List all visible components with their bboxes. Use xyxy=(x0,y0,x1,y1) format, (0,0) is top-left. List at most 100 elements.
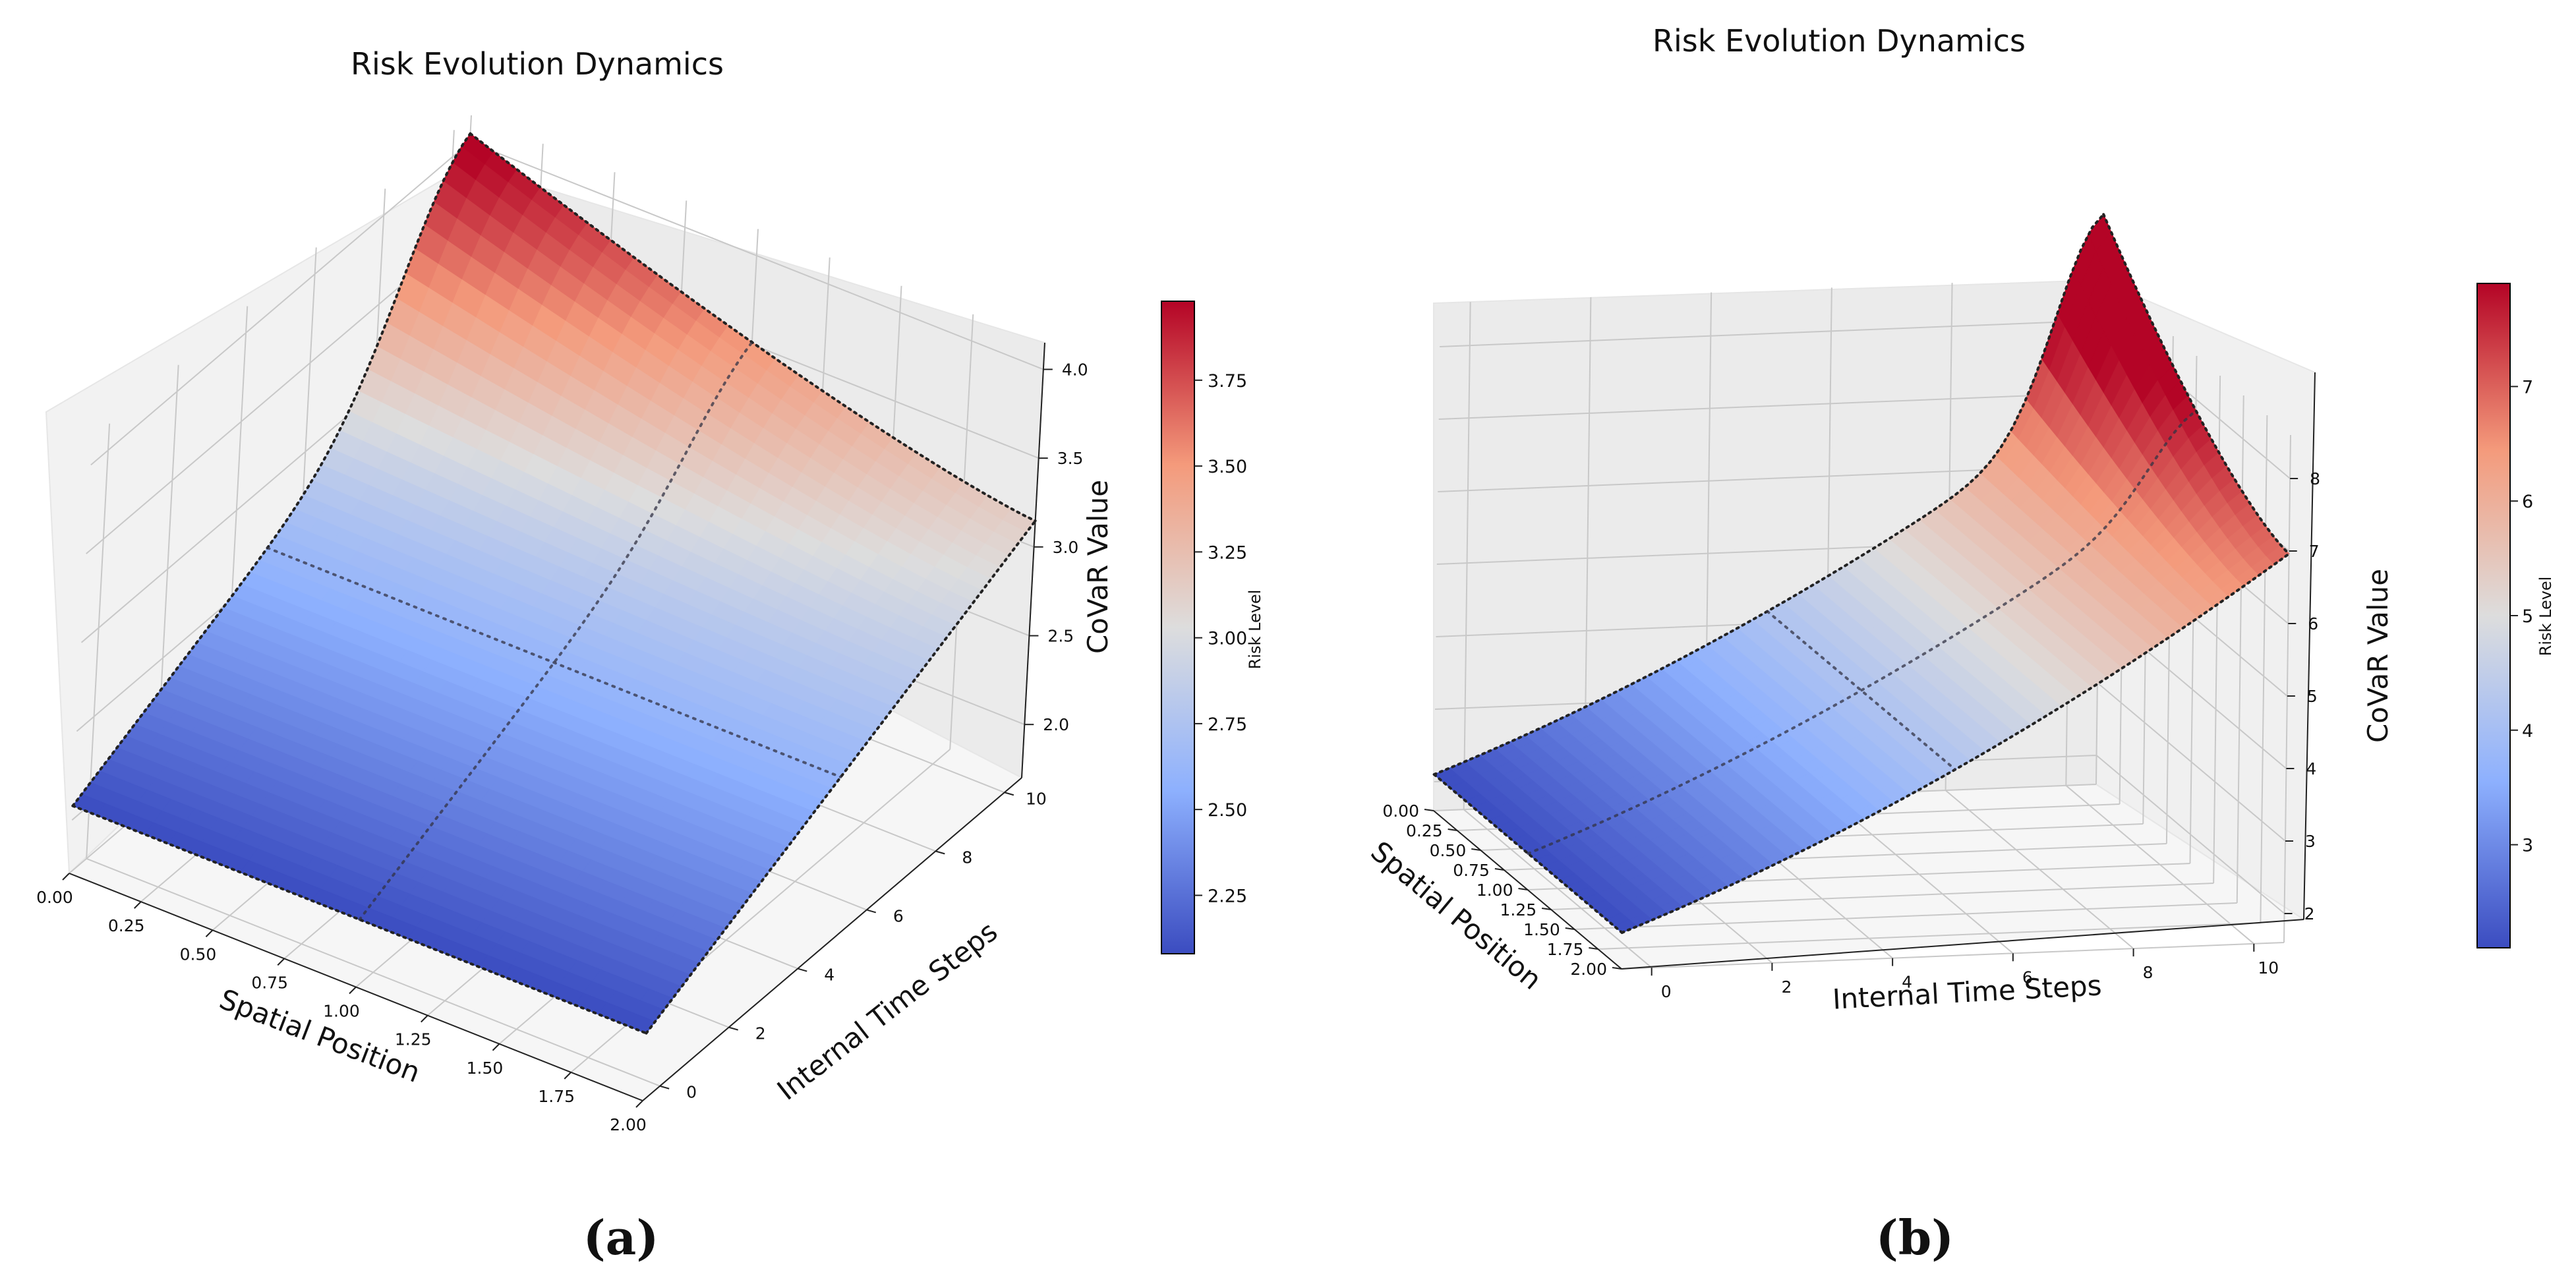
chart-a-colorbar-frame xyxy=(1161,301,1195,954)
chart-a-x-tick-mark xyxy=(492,1043,500,1051)
chart-b-z-label: CoVaR Value xyxy=(2362,569,2394,743)
chart-a-x-tick-label: 0.25 xyxy=(108,916,145,935)
chart-a-time-tick-mark xyxy=(728,1026,738,1031)
chart-b-title: Risk Evolution Dynamics xyxy=(1653,23,2026,59)
chart-a-colorbar-tick-label: 2.75 xyxy=(1208,714,1247,735)
chart-a-time-axis-line xyxy=(642,777,1022,1101)
chart-b-colorbar-label: Risk Level xyxy=(2536,577,2555,656)
chart-b-time-tick-label: 10 xyxy=(2258,958,2279,977)
chart-a-colorbar-tick-label: 3.25 xyxy=(1208,542,1247,563)
chart-a-surface-outline xyxy=(71,132,1037,1035)
chart-a-x-tick-label: 0.50 xyxy=(180,945,217,964)
chart-b-colorbar-tick-label: 5 xyxy=(2522,606,2533,627)
chart-a-time-tick-label: 8 xyxy=(962,848,972,867)
chart-b-x-tick-label: 0.25 xyxy=(1406,821,1443,840)
chart-b-z-tick-label: 8 xyxy=(2310,469,2320,488)
chart-b-x-tick-mark xyxy=(1448,829,1457,831)
chart-a-colorbar-tick-label: 3.50 xyxy=(1208,457,1247,477)
chart-b-x-tick-label: 1.25 xyxy=(1500,900,1537,919)
chart-b-z-tick-label: 5 xyxy=(2307,687,2318,706)
chart-b-z-axis-line xyxy=(2303,372,2316,920)
chart-b-edge-t11 xyxy=(2102,213,2291,556)
chart-b-time-tick-label: 4 xyxy=(1902,973,1912,992)
chart-b-colorbar-ticks: 3 4 5 6 7 xyxy=(2510,377,2533,856)
chart-a-time-tick-mark xyxy=(935,850,945,855)
chart-a-time-tick-label: 2 xyxy=(755,1024,766,1043)
chart-b-x-tick-mark xyxy=(1471,848,1481,851)
chart-a-x-tick-mark xyxy=(205,929,214,937)
chart-b-time-axis-line xyxy=(1621,919,2304,970)
chart-b-surface-outline xyxy=(1432,213,2291,934)
chart-b-x-tick-label: 2.00 xyxy=(1570,960,1607,979)
chart-b-grid-x xyxy=(1621,942,2285,970)
chart-b-colorbar-tick-label: 6 xyxy=(2522,492,2533,512)
chart-a-grid-t xyxy=(86,858,660,1087)
chart-b-x-ticks: 0.000.250.500.751.001.251.501.752.00 xyxy=(1382,801,1622,979)
chart-b-x-tick-mark xyxy=(1541,908,1552,910)
chart-b-z-tick-label: 4 xyxy=(2306,759,2316,778)
chart-a-edge-t11 xyxy=(469,132,1037,523)
chart-a-time-tick-mark xyxy=(1004,792,1014,796)
chart-a-z-tick-label: 3.0 xyxy=(1053,538,1079,557)
chart-a-colorbar-tick-label: 2.50 xyxy=(1208,800,1247,821)
chart-a-colorbar-tick-label: 2.25 xyxy=(1208,886,1247,906)
chart-b-x-tick-label: 1.00 xyxy=(1477,881,1513,900)
chart-b-z-tick-label: 7 xyxy=(2309,542,2320,561)
chart-a-x-tick-mark xyxy=(277,958,285,966)
chart-a-x-tick-mark xyxy=(62,873,70,881)
chart-b-grid-t-wall xyxy=(1463,302,1471,810)
chart-b-z-tick-label: 3 xyxy=(2305,832,2316,851)
chart-a-x-tick-label: 0.75 xyxy=(251,973,288,992)
chart-a: Risk Evolution Dynamics 0.00 0.25 0.50 0.75… xyxy=(36,46,1264,1265)
chart-b-mid-position-line xyxy=(1527,409,2198,855)
chart-b-time-tick-label: 2 xyxy=(1781,977,1792,997)
chart-b-colorbar-tick-label: 7 xyxy=(2522,377,2533,397)
chart-b-x-tick-label: 1.50 xyxy=(1523,920,1560,939)
chart-b-x-tick-mark xyxy=(1518,888,1528,890)
chart-b-grid-x-wall xyxy=(2260,415,2268,923)
chart-b-x-tick-label: 0.00 xyxy=(1382,801,1419,821)
chart-b-panel-label: (b) xyxy=(1876,1209,1954,1265)
chart-a-x-tick-label: 1.25 xyxy=(395,1030,432,1049)
chart-b-edge-t0 xyxy=(1432,773,1624,934)
chart-a-x-tick-mark xyxy=(564,1072,571,1080)
chart-a-time-tick-mark xyxy=(866,909,877,914)
chart-b-time-label: Internal Time Steps xyxy=(1832,969,2103,1015)
chart-a-x-tick-label: 0.00 xyxy=(36,888,73,907)
chart-b-z-tick-label: 2 xyxy=(2304,904,2315,923)
chart-a-edge-t0 xyxy=(71,804,648,1035)
chart-a-colorbar-label: Risk Level xyxy=(1246,590,1264,670)
chart-a-time-tick-mark xyxy=(797,968,807,972)
chart-b-x-tick-mark xyxy=(1589,947,1598,950)
chart-b-time-ticks: 0 2 4 6 8 10 xyxy=(1651,943,2279,1001)
chart-a-x-tick-label: 1.50 xyxy=(467,1059,504,1078)
chart-a-z-label: CoVaR Value xyxy=(1082,480,1114,654)
chart-a-colorbar-ticks: 2.25 2.50 2.75 3.00 3.25 3.50 3.75 xyxy=(1194,371,1247,906)
chart-b-x-tick-label: 0.50 xyxy=(1430,841,1467,860)
chart-a-x-tick-label: 2.00 xyxy=(610,1115,647,1134)
chart-a-mid-time-line xyxy=(266,546,842,778)
chart-b-colorbar-tick-label: 4 xyxy=(2522,721,2533,742)
chart-a-time-ticks: 0 2 4 6 8 10 xyxy=(659,789,1047,1102)
chart-b-x-tick-mark xyxy=(1565,927,1575,930)
chart-a-time-tick-label: 0 xyxy=(686,1083,697,1102)
chart-a-time-tick-label: 4 xyxy=(824,966,834,985)
chart-b-grid-x xyxy=(1574,902,2237,930)
chart-a-z-ticks: 2.0 2.5 3.0 3.5 4.0 xyxy=(1024,360,1088,734)
chart-a-surface xyxy=(72,132,1036,1034)
chart-b-time-tick-label: 6 xyxy=(2022,968,2033,987)
chart-b-z-tick-label: 6 xyxy=(2308,614,2318,633)
chart-a-x-tick-mark xyxy=(421,1014,428,1023)
chart-a-x-ticks: 0.00 0.25 0.50 0.75 1.00 1.25 1.50 1.75 2.00 xyxy=(36,873,647,1134)
chart-a-z-tick-label: 2.5 xyxy=(1047,626,1074,645)
chart-b: Risk Evolution Dynamics 0.000.250.500.75… xyxy=(1364,23,2555,1265)
chart-a-colorbar-gradient xyxy=(1161,301,1194,954)
chart-b-grid-x-wall xyxy=(2236,395,2244,904)
chart-a-x-tick-label: 1.00 xyxy=(323,1002,360,1021)
chart-b-grid-x xyxy=(1598,922,2261,950)
chart-a-time-tick-label: 6 xyxy=(893,906,904,925)
chart-b-mid-time-line xyxy=(1766,610,1957,771)
chart-a-x-tick-mark xyxy=(134,901,142,909)
chart-b-colorbar: 3 4 5 6 7 Risk Level xyxy=(2476,283,2555,948)
chart-b-z-ticks: 2 3 4 5 6 7 8 xyxy=(2284,469,2320,923)
